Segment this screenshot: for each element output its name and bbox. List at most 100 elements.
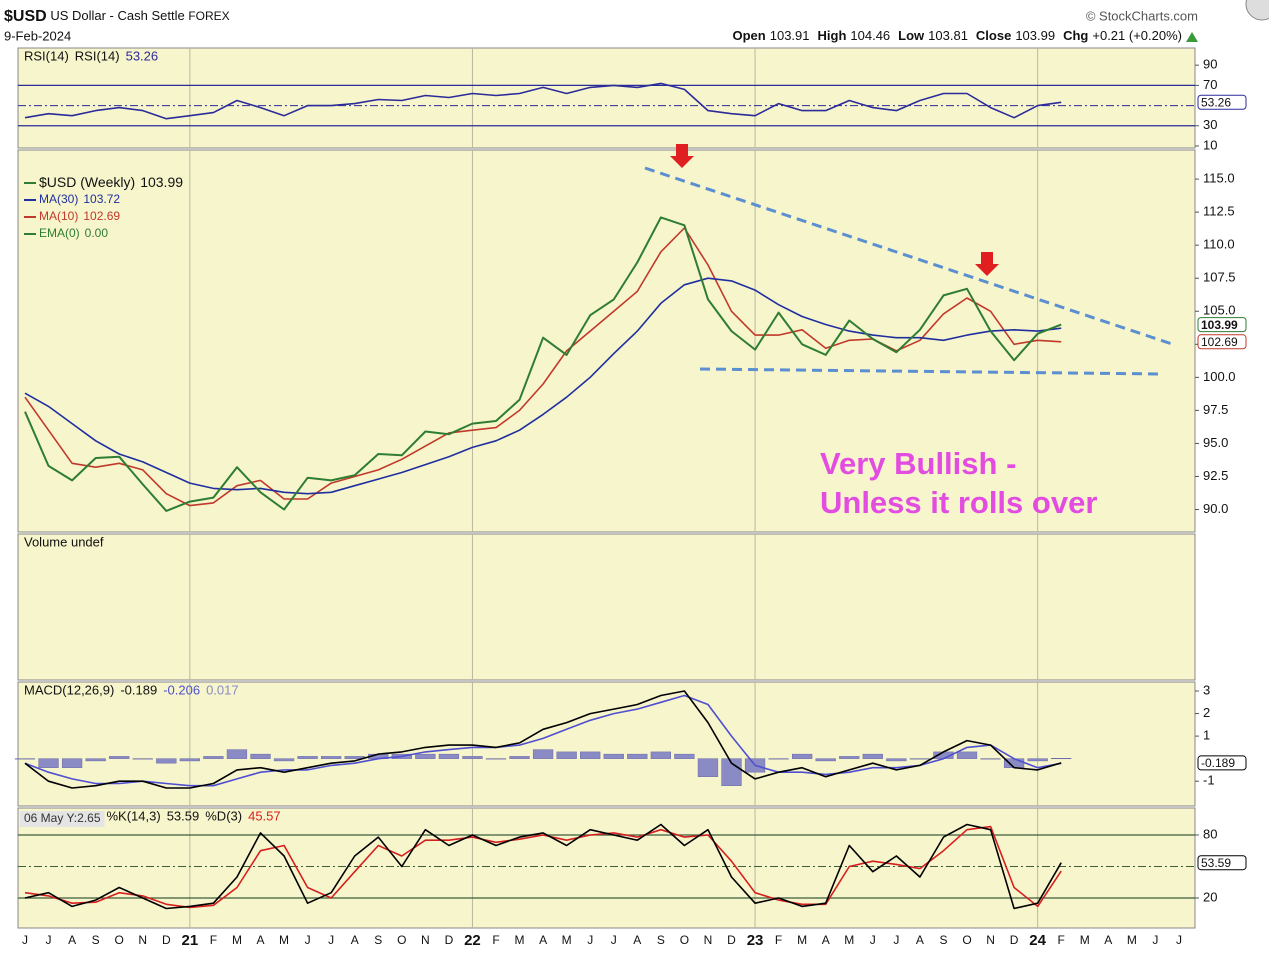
x-tick-label: D [445, 933, 454, 947]
x-tick-label: J [870, 933, 876, 947]
change-icon [1186, 32, 1198, 42]
y-tick-label: 105.0 [1203, 303, 1236, 318]
panel-background [17, 47, 1196, 149]
histogram-bar [321, 756, 342, 759]
x-tick-label: F [1058, 933, 1065, 947]
series-line [24, 277, 1062, 495]
quote-value: +0.21 (+0.20%) [1092, 28, 1182, 43]
y-tick-label: 110.0 [1203, 237, 1235, 252]
x-tick-label: F [210, 933, 217, 947]
x-tick-label: J [1152, 933, 1158, 947]
source: © StockCharts.com [1086, 8, 1198, 23]
panel: MACD(12,26,9) -1 1 2 3 -0.189 -0.189 -0.206 0.01… [14, 681, 1247, 807]
top-arrow [670, 144, 694, 168]
top-arrow [975, 252, 999, 276]
quote-value: 103.81 [928, 28, 968, 43]
quote-label: Low [898, 28, 925, 43]
histogram-bar [1051, 758, 1072, 760]
legend-name: %D(3) [205, 808, 242, 823]
last-value: -0.189 [1201, 756, 1235, 770]
quote-label: Chg [1063, 28, 1088, 43]
histogram-bar [485, 758, 507, 760]
histogram-bar [956, 751, 978, 759]
support-trendline [699, 367, 1163, 376]
histogram-bar [273, 758, 295, 762]
x-tick-label: 21 [182, 932, 199, 949]
histogram-bar [509, 756, 530, 759]
resistance-trendline [644, 166, 1176, 347]
y-tick-label: 115.0 [1203, 171, 1235, 186]
annotation: Unless it rolls over [820, 485, 1097, 520]
legend-label: MA(10) 102.69 [39, 209, 120, 223]
histogram-bar [532, 749, 554, 759]
series-line [24, 825, 1062, 909]
last-value: 103.99 [1201, 318, 1238, 332]
histogram-bar [815, 758, 836, 762]
x-tick-label: N [138, 933, 147, 947]
x-tick-label: M [1127, 933, 1137, 947]
x-tick-label: A [633, 933, 641, 947]
x-tick-label: M [279, 933, 289, 947]
histogram-bar [132, 758, 153, 760]
legend-title: MACD(12,26,9) [24, 682, 114, 697]
x-tick-label: J [611, 933, 617, 947]
legend-value: -0.189 [120, 682, 157, 697]
tooltip: 06 May Y:2.65 [24, 811, 101, 825]
y-tick-label: 70 [1203, 77, 1217, 92]
x-tick-label: A [1104, 933, 1112, 947]
quote-value: 103.91 [770, 28, 810, 43]
legend-value: 103.72 [83, 192, 120, 206]
panel: RSI(14) 10 30 70 90 RSI(14) 53.26 53.26 [17, 47, 1247, 152]
x-tick-label: J [46, 933, 52, 947]
legend-value: 103.99 [140, 174, 183, 190]
date: 9-Feb-2024 [4, 28, 71, 43]
histogram-bar [721, 758, 742, 786]
legend-name: MA(10) [39, 209, 78, 223]
x-tick-label: F [492, 933, 499, 947]
histogram-bar [697, 758, 719, 777]
y-tick-label: -1 [1203, 773, 1215, 788]
series-line [24, 216, 1062, 512]
x-tick-label: D [1010, 933, 1019, 947]
x-tick-label: A [351, 933, 359, 947]
close-button[interactable] [1245, 0, 1269, 21]
panel-background [17, 533, 1196, 681]
quote: Open 103.91 High 104.46 Low 103.81 Close 103.99… [733, 28, 1183, 43]
legend-name: RSI(14) [75, 48, 120, 63]
legend-title: RSI(14) [24, 48, 69, 63]
x-tick-label: S [939, 933, 947, 947]
histogram-bar [297, 756, 318, 759]
quote-value: 104.46 [850, 28, 890, 43]
legend-label: $USD (Weekly) 103.99 [39, 174, 183, 190]
histogram-bar [14, 758, 36, 760]
y-tick-label: 90 [1203, 57, 1217, 72]
histogram-bar [909, 758, 931, 760]
legend-label: MA(30) 103.72 [39, 192, 120, 206]
histogram-bar [1027, 758, 1048, 762]
x-tick-label: M [1080, 933, 1090, 947]
legend-name: EMA(0) [39, 226, 80, 240]
x-tick-label: O [962, 933, 971, 947]
x-tick-label: J [893, 933, 899, 947]
annotation: Very Bullish - [820, 446, 1016, 481]
x-tick-label: N [986, 933, 995, 947]
x-tick-label: A [539, 933, 547, 947]
y-tick-label: 1 [1203, 728, 1210, 743]
histogram-bar [250, 753, 271, 759]
series-line [24, 823, 1062, 910]
x-tick-label: M [844, 933, 854, 947]
x-tick-label: S [92, 933, 100, 947]
histogram-bar [415, 753, 436, 759]
x-tick-label: M [562, 933, 572, 947]
panel: Volume undef [17, 533, 1196, 681]
panel-background [17, 149, 1196, 533]
panel-background [17, 807, 1196, 929]
histogram-bar [109, 756, 130, 759]
histogram-bar [226, 749, 248, 759]
histogram-bar [156, 758, 177, 764]
x-tick-label: S [657, 933, 665, 947]
histogram-bar [438, 753, 460, 759]
quote-label: High [818, 28, 847, 43]
histogram-bar [179, 758, 200, 762]
